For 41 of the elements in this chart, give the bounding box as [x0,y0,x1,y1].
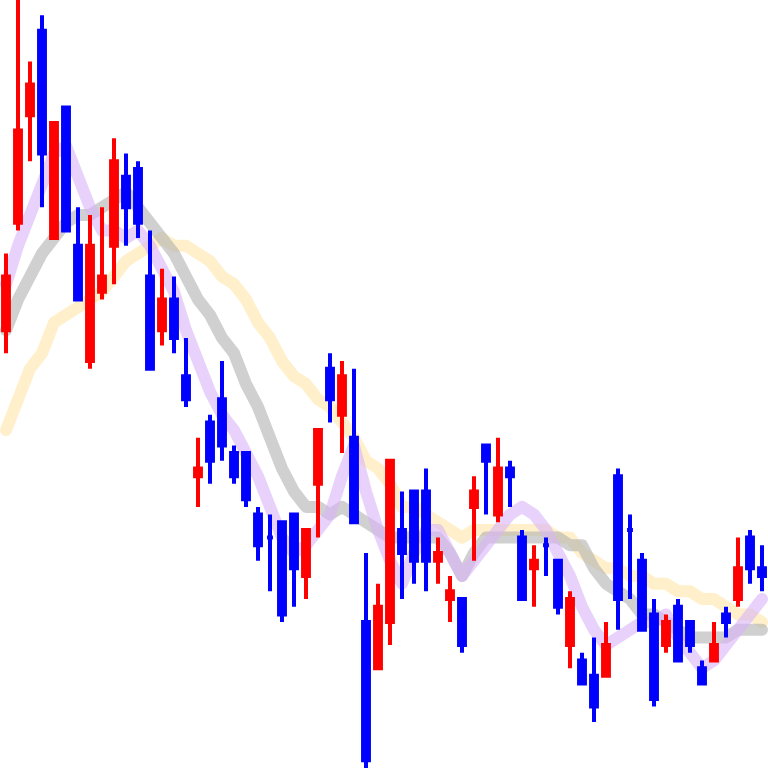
candlestick [505,458,515,509]
candlestick [73,205,83,302]
candlestick [565,589,575,671]
candlestick [613,466,623,632]
candlestick [301,527,311,602]
candlestick [1,251,11,356]
candlestick [541,535,551,578]
candlestick [697,658,707,686]
candlestick [709,620,719,663]
candlestick [481,443,491,517]
candlestick [325,351,335,425]
candlestick [349,366,359,525]
candlestick [433,535,443,586]
candlestick [469,474,479,563]
candlestick [169,274,179,356]
candlestick [661,612,671,655]
candlestick [37,13,47,210]
candlestick [445,574,455,625]
candlestick [733,535,743,609]
candlestick [625,512,635,602]
candlestick [721,604,731,640]
candlestick [25,59,35,164]
candlestick [313,428,323,540]
candlestick [253,504,263,563]
candlestick [361,550,371,768]
candlestick [337,358,347,456]
candlestick [493,435,503,525]
candlestick [61,105,71,233]
candlestick [517,527,527,602]
candlestick [13,0,23,233]
candlestick [49,120,59,241]
candlestick [157,266,167,348]
candlestick [145,228,155,371]
candlestick [193,435,203,509]
candlestick [529,543,539,609]
candlestick [601,620,611,678]
candlestick [553,558,563,617]
candlestick [181,335,191,410]
candlestick [109,136,119,287]
candlestick [457,597,467,655]
candlestick [265,512,275,594]
